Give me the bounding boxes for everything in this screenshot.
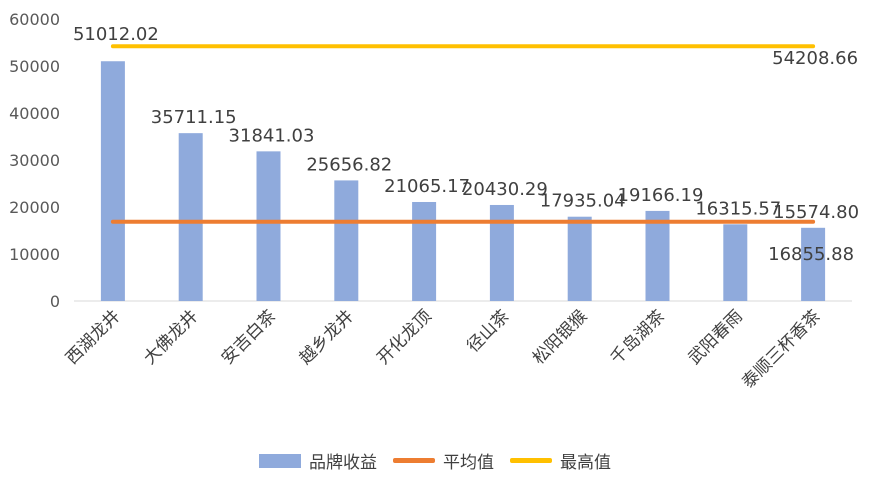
x-tick-label: 泰顺三杯香茶 — [738, 306, 824, 392]
legend-item-maximum: 最高值 — [510, 448, 611, 473]
bar — [334, 180, 359, 301]
legend-swatch-bar — [259, 453, 301, 468]
legend-label-average: 平均值 — [443, 453, 494, 473]
bar — [100, 61, 125, 302]
bar — [801, 227, 826, 301]
x-tick-label: 径山茶 — [463, 306, 513, 356]
data-label: 15574.80 — [773, 202, 859, 223]
bar — [645, 210, 670, 301]
x-tick-label: 安吉白茶 — [218, 306, 280, 368]
y-tick-label: 60000 — [9, 10, 60, 29]
legend-swatch-maximum — [510, 458, 552, 463]
x-tick-label: 大佛龙井 — [140, 306, 202, 368]
legend-swatch-average — [393, 458, 435, 463]
average-value-label: 16855.88 — [768, 244, 854, 265]
x-tick-label: 武阳春雨 — [685, 306, 747, 368]
x-tick-label: 西湖龙井 — [62, 306, 124, 368]
x-tick-label: 千岛湖茶 — [607, 306, 669, 368]
legend-label-maximum: 最高值 — [560, 453, 611, 473]
y-tick-label: 20000 — [9, 198, 60, 217]
bar — [567, 216, 592, 301]
legend-item-brand-revenue: 品牌收益 — [259, 448, 377, 473]
y-tick-label: 0 — [50, 292, 60, 311]
data-label: 19166.19 — [618, 185, 704, 206]
data-label: 20430.29 — [462, 179, 548, 200]
y-tick-label: 10000 — [9, 245, 60, 264]
data-label: 17935.04 — [540, 191, 626, 212]
x-tick-label: 开化龙顶 — [373, 306, 435, 368]
bar — [723, 224, 748, 301]
data-label: 31841.03 — [229, 125, 315, 146]
y-tick-label: 30000 — [9, 151, 60, 170]
data-label: 51012.02 — [73, 24, 159, 45]
bar — [178, 133, 203, 301]
data-label: 21065.17 — [384, 176, 470, 197]
bar — [489, 204, 514, 301]
legend: 品牌收益 平均值 最高值 — [0, 448, 870, 473]
y-tick-label: 50000 — [9, 57, 60, 76]
legend-item-average: 平均值 — [393, 448, 494, 473]
maximum-value-label: 54208.66 — [772, 48, 858, 69]
x-tick-label: 松阳银猴 — [529, 306, 591, 368]
x-tick-label: 越乡龙井 — [296, 306, 358, 368]
y-tick-label: 40000 — [9, 104, 60, 123]
legend-label-brand-revenue: 品牌收益 — [309, 453, 377, 473]
data-label: 25656.82 — [306, 154, 392, 175]
data-label: 16315.57 — [695, 198, 781, 219]
bar — [256, 151, 281, 301]
bar — [412, 201, 437, 301]
data-label: 35711.15 — [151, 107, 237, 128]
